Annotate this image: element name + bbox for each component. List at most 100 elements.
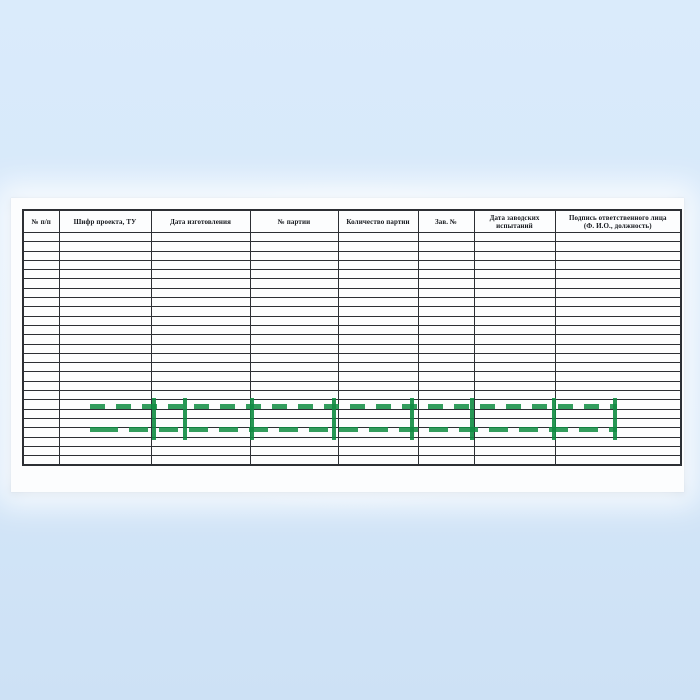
- table-cell: [22, 231, 60, 243]
- table-row: [22, 250, 682, 261]
- table-cell: [58, 334, 152, 345]
- table-cell: [417, 324, 475, 336]
- table-cell: [473, 455, 556, 466]
- table-cell: [337, 445, 419, 457]
- table-cell: [249, 436, 339, 447]
- table-cell: [554, 250, 682, 261]
- table-cell: [554, 287, 682, 299]
- table-cell: [337, 287, 419, 299]
- table-cell: [554, 362, 682, 373]
- table-cell: [337, 417, 419, 429]
- table-cell: [58, 436, 152, 447]
- table-cell: [337, 427, 419, 438]
- table-cell: [249, 315, 339, 326]
- table-cell: [150, 343, 251, 354]
- table-cell: [554, 306, 682, 317]
- table-cell: [417, 427, 475, 438]
- table-cell: [58, 399, 152, 410]
- table-cell: [22, 436, 60, 447]
- table-row: [22, 390, 682, 401]
- table-cell: [22, 399, 60, 410]
- table-cell: [58, 324, 152, 336]
- table-cell: [554, 259, 682, 271]
- table-cell: [58, 408, 152, 419]
- table-cell: [473, 259, 556, 271]
- table-cell: [22, 408, 60, 419]
- table-row: [22, 455, 682, 466]
- document-sheet: № п/п Шифр проекта, ТУ Дата изготовления № …: [11, 198, 684, 492]
- table-cell: [473, 287, 556, 299]
- table-cell: [473, 324, 556, 336]
- table-cell: [249, 324, 339, 336]
- table-cell: [249, 455, 339, 466]
- table-cell: [337, 362, 419, 373]
- table-cell: [417, 297, 475, 308]
- table-cell: [22, 315, 60, 326]
- table-cell: [554, 371, 682, 382]
- table-cell: [150, 427, 251, 438]
- table-cell: [554, 315, 682, 326]
- table-cell: [554, 324, 682, 336]
- table-cell: [337, 390, 419, 401]
- table-cell: [249, 250, 339, 261]
- table-cell: [554, 455, 682, 466]
- table-cell: [58, 380, 152, 392]
- table-cell: [417, 455, 475, 466]
- table-cell: [417, 241, 475, 252]
- table-cell: [249, 408, 339, 419]
- column-header: № п/п: [22, 209, 60, 233]
- table-cell: [249, 445, 339, 457]
- table-cell: [417, 343, 475, 354]
- table-cell: [249, 231, 339, 243]
- table-row: [22, 408, 682, 419]
- table-cell: [249, 334, 339, 345]
- table-cell: [554, 241, 682, 252]
- table-cell: [417, 399, 475, 410]
- table-cell: [58, 297, 152, 308]
- table-cell: [337, 334, 419, 345]
- table-cell: [22, 297, 60, 308]
- table-cell: [22, 241, 60, 252]
- table-cell: [554, 445, 682, 457]
- table-cell: [554, 343, 682, 354]
- table-cell: [22, 343, 60, 354]
- table-cell: [58, 371, 152, 382]
- table-cell: [417, 408, 475, 419]
- table-row: [22, 297, 682, 308]
- table-cell: [473, 427, 556, 438]
- table-cell: [473, 343, 556, 354]
- table-cell: [337, 455, 419, 466]
- table-row: [22, 315, 682, 326]
- table-cell: [473, 399, 556, 410]
- table-row: [22, 231, 682, 243]
- table-cell: [417, 380, 475, 392]
- table-row: [22, 352, 682, 364]
- table-cell: [22, 362, 60, 373]
- table-cell: [249, 241, 339, 252]
- table-cell: [417, 269, 475, 280]
- table-cell: [22, 352, 60, 364]
- table-cell: [417, 250, 475, 261]
- table-cell: [417, 436, 475, 447]
- table-cell: [22, 427, 60, 438]
- table-cell: [554, 408, 682, 419]
- table-cell: [58, 231, 152, 243]
- table-row: [22, 445, 682, 457]
- table-cell: [22, 390, 60, 401]
- table-cell: [58, 427, 152, 438]
- table-cell: [150, 445, 251, 457]
- table-cell: [417, 445, 475, 457]
- table-cell: [150, 390, 251, 401]
- table-cell: [150, 297, 251, 308]
- table-cell: [150, 269, 251, 280]
- table-cell: [22, 324, 60, 336]
- table-cell: [337, 399, 419, 410]
- table-header-row: № п/п Шифр проекта, ТУ Дата изготовления № …: [22, 209, 682, 233]
- table-cell: [249, 380, 339, 392]
- table-cell: [417, 287, 475, 299]
- table-cell: [58, 352, 152, 364]
- table-cell: [150, 278, 251, 289]
- table-cell: [58, 362, 152, 373]
- table-cell: [150, 324, 251, 336]
